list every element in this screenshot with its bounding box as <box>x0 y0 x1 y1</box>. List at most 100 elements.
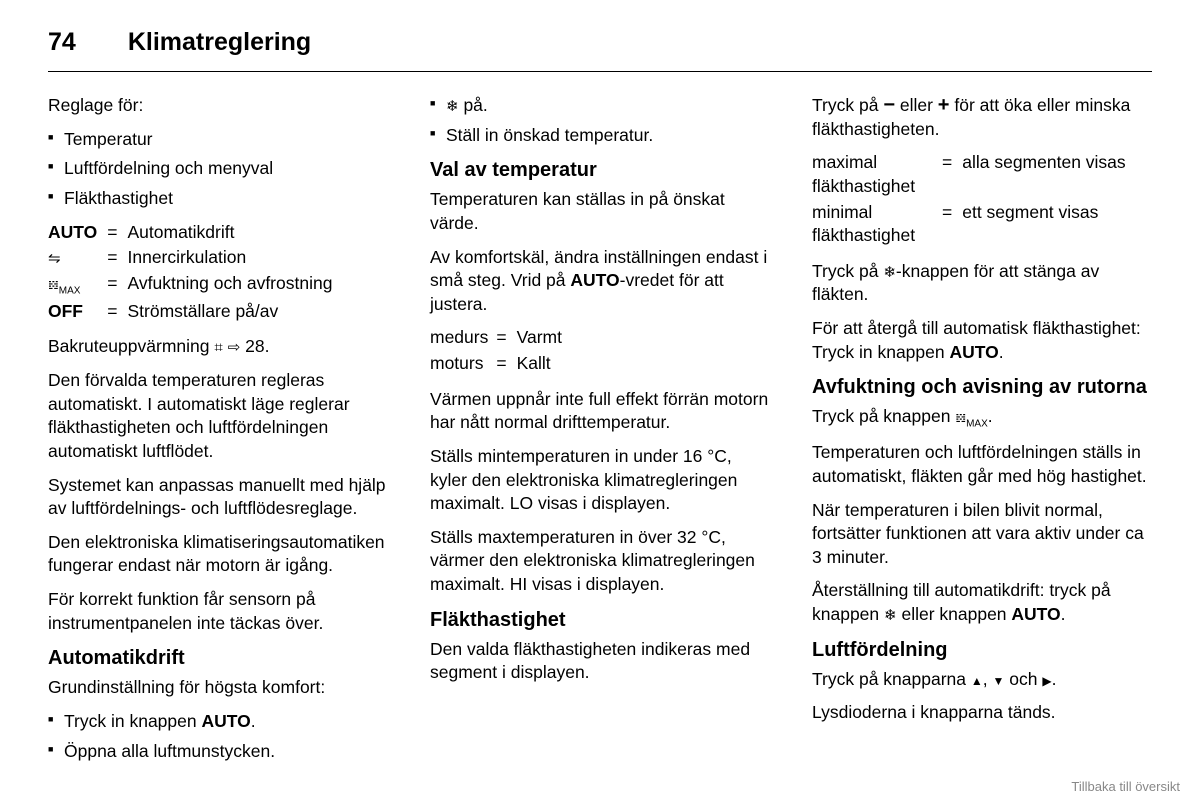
text-span: eller knappen <box>897 604 1012 624</box>
heading-temp-select: Val av temperatur <box>430 157 770 184</box>
column-3: Tryck på eller för att öka eller minska … <box>812 94 1152 773</box>
led-para: Lysdioderna i knapparna tänds. <box>812 701 1152 725</box>
def-auto: AUTO = Automatikdrift <box>48 221 332 247</box>
def-off: OFF = Strömställare på/av <box>48 300 332 326</box>
list-item: Ställ in önskad temperatur. <box>430 124 770 148</box>
def-val: Automatikdrift <box>128 221 333 247</box>
list-item: Tryck in knappen AUTO. <box>48 710 388 734</box>
list-item: Luftfördelning och menyval <box>48 157 388 181</box>
demist-normal: När temperaturen i bilen blivit normal, … <box>812 499 1152 570</box>
page-number: 74 <box>48 28 76 57</box>
heading-demist: Avfuktning och avisning av rutorna <box>812 374 1152 401</box>
fan-intro: Den valda fläkthastigheten indikeras med… <box>430 638 770 685</box>
temp-intro: Temperaturen kan ställas in på önskat vä… <box>430 188 770 235</box>
defrost-icon <box>48 273 59 293</box>
temp-comfort: Av komfortskäl, ändra inställningen enda… <box>430 246 770 317</box>
list-item: Öppna alla luftmunstycken. <box>48 740 388 764</box>
text-span: Bakruteuppvärmning <box>48 336 214 356</box>
column-1: Reglage för: Temperatur Luftfördelning o… <box>48 94 388 773</box>
page-ref-icon <box>228 336 241 356</box>
plus-icon <box>938 95 950 115</box>
para-sensor: För korrekt funktion får sensorn på inst… <box>48 588 388 635</box>
right-arrow-icon <box>1042 669 1051 689</box>
back-to-overview-link[interactable]: Tillbaka till översikt <box>1071 779 1180 794</box>
def-eq: = <box>942 151 962 200</box>
dir-val: Kallt <box>517 352 562 378</box>
def-eq: = <box>107 300 127 326</box>
para-auto-temp: Den förvalda temperaturen regleras autom… <box>48 369 388 464</box>
demist-auto: Temperaturen och luftfördelningen ställs… <box>812 441 1152 488</box>
page-header: 74 Klimatreglering <box>48 28 1152 72</box>
para-engine: Den elektroniska klimatiseringsauto­mati… <box>48 531 388 578</box>
text-span: Tryck på knappen <box>812 406 955 426</box>
min-temp-para: Ställs mintemperaturen in under 16 °C, k… <box>430 445 770 516</box>
dir-val: Varmt <box>517 326 562 352</box>
auto-intro: Grundinställning för högsta komfort: <box>48 676 388 700</box>
minus-icon <box>883 95 895 115</box>
rear-window-icon <box>214 336 222 356</box>
def-eq: = <box>107 221 127 247</box>
page-title: Klimatreglering <box>128 28 311 57</box>
text-span: Tryck på <box>812 261 883 281</box>
heading-automatik: Automatikdrift <box>48 645 388 672</box>
text-span: . <box>999 342 1004 362</box>
fan-row-min: minimal fläkthastighet = ett segment vis… <box>812 201 1126 250</box>
def-val: Avfuktning och avfrostning <box>128 272 333 300</box>
snowflake-icon <box>883 261 896 281</box>
list-item: Temperatur <box>48 128 388 152</box>
fan-speed-table: maximal fläkthastighet = alla segmenten … <box>812 151 1126 250</box>
def-val: Innercirkulation <box>128 246 333 272</box>
dir-row-ccw: moturs = Kallt <box>430 352 562 378</box>
demist-press: Tryck på knappen MAX. <box>812 405 1152 431</box>
def-eq: = <box>496 326 516 352</box>
fan-auto-return: För att återgå till automatisk fläkthas­… <box>812 317 1152 364</box>
text-span: . <box>251 711 256 731</box>
list-item: på. <box>430 94 770 118</box>
auto-steps: Tryck in knappen AUTO. Öppna alla luftmu… <box>48 710 388 763</box>
airdist-press: Tryck på knapparna , och . <box>812 668 1152 692</box>
def-eq: = <box>107 272 127 300</box>
fan-off: Tryck på -knappen för att stänga av fläk… <box>812 260 1152 307</box>
def-eq: = <box>942 201 962 250</box>
column-2: på. Ställ in önskad temperatur. Val av t… <box>430 94 770 773</box>
controls-list: Temperatur Luftfördelning och menyval Fl… <box>48 128 388 211</box>
manual-page: 74 Klimatreglering Reglage för: Temperat… <box>0 0 1200 802</box>
fan-press: Tryck på eller för att öka eller minska … <box>812 94 1152 141</box>
def-recirc: = Innercirkulation <box>48 246 332 272</box>
snowflake-icon <box>884 604 897 624</box>
bold-auto: AUTO <box>570 270 619 290</box>
auto-steps-cont: på. Ställ in önskad temperatur. <box>430 94 770 147</box>
text-span: på. <box>459 95 488 115</box>
fan-key: minimal fläkthastighet <box>812 201 942 250</box>
text-span: eller <box>895 95 938 115</box>
defrost-max-label: MAX <box>966 419 988 430</box>
direction-table: medurs = Varmt moturs = Kallt <box>430 326 562 377</box>
text-span: Tryck på <box>812 95 883 115</box>
def-eq: = <box>496 352 516 378</box>
text-span: , <box>983 669 993 689</box>
text-span: Tryck på knapparna <box>812 669 971 689</box>
def-key-off: OFF <box>48 300 107 326</box>
def-eq: = <box>107 246 127 272</box>
heading-fan-speed: Fläkthastighet <box>430 607 770 634</box>
controls-intro: Reglage för: <box>48 94 388 118</box>
defrost-icon <box>955 406 966 426</box>
fan-val: alla segmenten visas <box>962 151 1125 200</box>
content-columns: Reglage för: Temperatur Luftfördelning o… <box>48 94 1152 773</box>
fan-key: maximal fläkthastighet <box>812 151 942 200</box>
max-temp-para: Ställs maxtemperaturen in över 32 °C, vä… <box>430 526 770 597</box>
bold-auto: AUTO <box>201 711 250 731</box>
snowflake-icon <box>446 95 459 115</box>
dir-row-cw: medurs = Varmt <box>430 326 562 352</box>
demist-restore: Återställning till automatikdrift: tryck… <box>812 579 1152 626</box>
mode-definitions: AUTO = Automatikdrift = Innercirkulation… <box>48 221 332 326</box>
fan-row-max: maximal fläkthastighet = alla segmenten … <box>812 151 1126 200</box>
dir-key: moturs <box>430 352 496 378</box>
defrost-icon-cell: MAX <box>48 272 107 300</box>
bold-auto: AUTO <box>1011 604 1060 624</box>
def-defrost: MAX = Avfuktning och avfrostning <box>48 272 332 300</box>
rear-heating-ref: Bakruteuppvärmning 28. <box>48 335 388 359</box>
car-icon <box>48 247 61 267</box>
para-system-manual: Systemet kan anpassas manuellt med hjälp… <box>48 474 388 521</box>
text-span: Tryck in knappen <box>64 711 201 731</box>
